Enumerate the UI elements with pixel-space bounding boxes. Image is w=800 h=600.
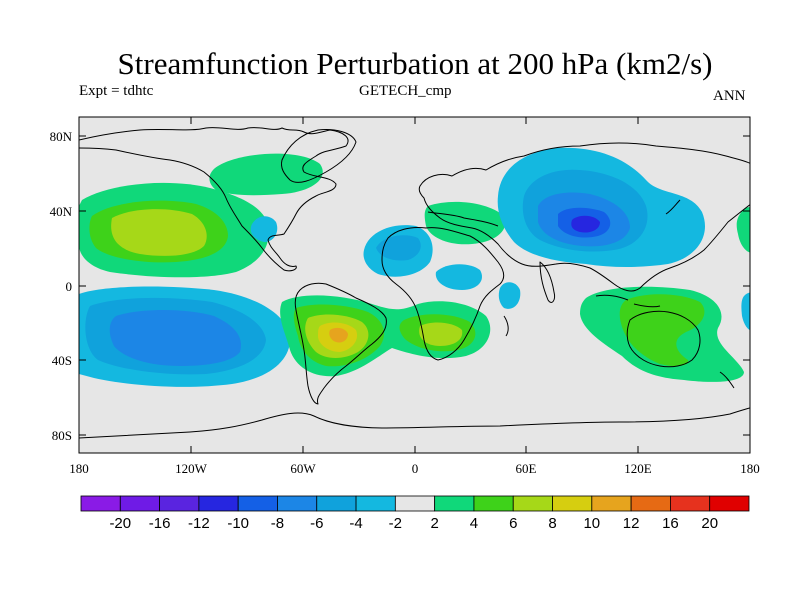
contour-north-pacific-6 <box>111 209 207 256</box>
colorbar-label: 12 <box>623 515 640 532</box>
colorbar-label: 8 <box>548 515 556 532</box>
coastlines <box>79 127 750 439</box>
colorbar-label: -4 <box>349 515 362 532</box>
colorbar-label: -2 <box>389 515 402 532</box>
colorbar-label: -10 <box>227 515 249 532</box>
contour-east-edge-neg <box>741 292 750 331</box>
lat-tick-label: 40N <box>50 204 73 219</box>
coastline-japan <box>665 199 681 215</box>
coastline-india <box>539 261 555 303</box>
colorbar: -20 -16 -12 -10 -8 -6 -4 -2 2 4 6 8 10 12 16 20 <box>80 495 750 532</box>
contour-wnatl-neg <box>250 216 278 242</box>
colorbar-swatch <box>512 495 553 512</box>
colorbar-swatch <box>394 495 436 512</box>
lon-tick-label: 0 <box>412 461 419 476</box>
colorbar-swatch <box>355 495 396 512</box>
lat-tick-label: 40S <box>52 353 72 368</box>
colorbar-swatch <box>434 495 475 512</box>
colorbar-label: -16 <box>149 515 171 532</box>
map-background <box>79 117 750 453</box>
contour-fills <box>79 147 750 387</box>
coastline-antarctica <box>79 407 750 439</box>
colorbar-swatch <box>80 495 121 512</box>
colorbar-label: 2 <box>430 515 438 532</box>
contour-east-edge-pos <box>736 207 750 253</box>
lon-tick-label: 120E <box>624 461 652 476</box>
colorbar-swatch <box>552 495 593 512</box>
dataset-label: GETECH_cmp <box>359 83 452 99</box>
coastline-new-zealand <box>719 371 735 389</box>
coastline-mediterranean <box>427 211 499 227</box>
colorbar-label: 4 <box>470 515 478 532</box>
colorbar-label: 10 <box>583 515 600 532</box>
contour-asia-neg-10 <box>571 215 600 233</box>
plot-title: Streamfunction Perturbation at 200 hPa (… <box>117 46 713 81</box>
contour-samerica-pos-10 <box>329 327 348 343</box>
season-label: ANN <box>713 88 746 104</box>
colorbar-swatch <box>670 495 711 512</box>
colorbar-swatch <box>277 495 318 512</box>
colorbar-label: -20 <box>109 515 131 532</box>
coastline-africa <box>381 227 505 361</box>
colorbar-label: -12 <box>188 515 210 532</box>
experiment-label: Expt = tdhtc <box>79 83 154 99</box>
contour-nafrica-neg <box>435 264 482 290</box>
contour-canada-2 <box>209 153 323 196</box>
coastline-australia <box>626 310 701 368</box>
lon-tick-label: 180 <box>69 461 89 476</box>
map-panel: 80N 40N 0 40S 80S 180 120W 60W 0 60E 120… <box>50 116 760 476</box>
lon-tick-label: 120W <box>175 461 208 476</box>
contour-atlantic-neg-4 <box>376 235 421 261</box>
coastline-greenland <box>281 129 357 183</box>
lon-tick-marks <box>78 117 751 453</box>
colorbar-label: -6 <box>310 515 323 532</box>
colorbar-swatch <box>709 495 750 512</box>
lat-tick-label: 0 <box>66 279 73 294</box>
colorbar-swatch <box>316 495 357 512</box>
contour-arabia-neg <box>498 282 521 309</box>
lat-tick-label: 80N <box>50 129 73 144</box>
colorbar-swatch <box>237 495 278 512</box>
contour-australia-pos-4 <box>619 294 705 367</box>
lat-tick-marks <box>79 135 750 436</box>
colorbar-swatch <box>119 495 160 512</box>
lat-tick-label: 80S <box>52 428 72 443</box>
coastline-north-america <box>79 127 349 272</box>
colorbar-swatch <box>159 495 200 512</box>
colorbar-swatch <box>198 495 239 512</box>
colorbar-swatch <box>473 495 514 512</box>
colorbar-label: 16 <box>662 515 679 532</box>
lon-tick-label: 180 <box>740 461 760 476</box>
colorbar-swatch <box>591 495 632 512</box>
lon-tick-label: 60W <box>290 461 316 476</box>
coastline-south-america <box>294 282 387 405</box>
colorbar-label: -8 <box>271 515 284 532</box>
colorbar-swatch <box>630 495 671 512</box>
coastline-indonesia <box>595 294 661 308</box>
colorbar-label: 20 <box>701 515 718 532</box>
contour-satlantic-pos-6 <box>419 322 463 346</box>
lon-tick-label: 60E <box>516 461 537 476</box>
coastline-eurasia <box>418 142 750 292</box>
contour-spacific-neg-6 <box>109 310 241 366</box>
colorbar-label: 6 <box>509 515 517 532</box>
coastline-madagascar <box>503 315 509 337</box>
